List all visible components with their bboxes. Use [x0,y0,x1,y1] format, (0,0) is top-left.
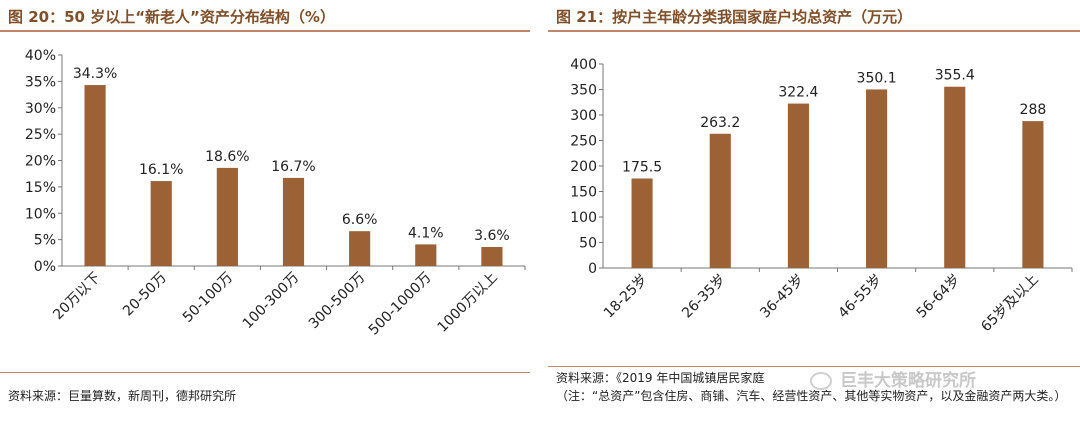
y-tick-label: 100 [570,210,597,226]
y-tick-label: 10% [25,206,56,222]
bar [481,247,503,266]
data-label: 16.7% [271,159,315,175]
data-label: 322.4 [778,85,818,101]
y-tick-label: 350 [570,83,597,99]
x-tick-label: 65岁及以上 [978,272,1042,336]
x-tick-label: 100-300万 [240,270,303,333]
wechat-icon [810,372,832,390]
x-tick-label: 26-35岁 [679,272,729,322]
y-tick-label: 0% [34,259,56,275]
x-tick-label: 56-64岁 [914,272,964,322]
data-label: 350.1 [857,70,897,86]
title-rule [0,30,530,32]
figure-21-note: （注：“总资产”包含住房、商铺、汽车、经营性资产、其他等实物资产，以及金融资产两… [556,389,1067,403]
y-tick-label: 40% [25,48,56,64]
bar [415,244,437,266]
y-tick-label: 300 [570,108,597,124]
figure-20-panel: 图 20：50 岁以上“新老人”资产分布结构（%） 0% 5% 10% 15% 20% 2… [0,0,530,428]
bar [944,86,966,268]
y-tick-label: 5% [34,233,56,249]
data-label: 34.3% [73,66,117,82]
data-label: 6.6% [342,212,378,228]
bar [709,133,731,268]
bar [1022,121,1044,269]
bar [282,177,305,266]
figure-21-source: 资料来源：《2019 年中国城镇居民家庭 [556,371,765,385]
x-tick-label: 18-25岁 [601,272,651,322]
bar [787,103,809,269]
figure-21-panel: 图 21：按户主年龄分类我国家庭户均总资产（万元） 0 50 100 150 200 25… [548,0,1080,428]
bar [866,89,888,268]
x-tick-label: 46-55岁 [835,272,885,322]
y-tick-label: 15% [25,180,56,196]
watermark: 巨丰大策略研究所 [810,366,1080,392]
data-label: 3.6% [474,228,510,244]
figure-20-title: 图 20：50 岁以上“新老人”资产分布结构（%） [8,8,335,26]
bar [631,178,653,268]
y-tick-label: 50 [579,236,597,252]
data-label: 355.4 [935,68,975,84]
data-label: 18.6% [205,149,249,165]
bar [150,181,172,266]
data-label: 263.2 [700,115,740,131]
bar [216,167,238,266]
x-tick-label: 50-100万 [180,270,236,326]
watermark-text: 巨丰大策略研究所 [840,371,976,391]
y-tick-label: 35% [25,74,56,90]
x-tick-label: 500-1000万 [366,270,435,339]
data-label: 175.5 [622,159,662,175]
y-tick-label: 25% [25,127,56,143]
y-tick-label: 20% [25,154,56,170]
data-label: 288 [1020,102,1047,118]
figure-20-chart: 0% 5% 10% 15% 20% 25% 30% 35% 40% 34.3% 20万以下 16.1%… [25,48,526,339]
y-tick-label: 30% [25,101,56,117]
y-tick-label: 0 [588,261,597,277]
x-tick-label: 36-45岁 [757,272,807,322]
figure-21-chart: 0 50 100 150 200 250 300 350 400 175.5 18-25岁 263.2… [570,57,1073,336]
data-label: 16.1% [139,162,183,178]
source-rule [548,366,1080,367]
x-tick-label: 20万以下 [50,270,104,324]
x-tick-label: 1000万以上 [435,270,501,336]
x-tick-label: 300-500万 [306,270,369,333]
title-rule [548,30,1080,32]
data-label: 4.1% [408,225,444,241]
bar [349,231,371,266]
figure-21-title: 图 21：按户主年龄分类我国家庭户均总资产（万元） [556,8,913,26]
y-tick-label: 150 [570,185,597,201]
y-tick-label: 200 [570,159,597,175]
bar [84,85,106,266]
y-tick-label: 400 [570,57,597,73]
source-rule [0,372,530,373]
y-tick-label: 250 [570,134,597,150]
figure-20-source: 资料来源：巨量算数，新周刊，德邦研究所 [8,389,237,403]
x-tick-label: 20-50万 [120,270,170,320]
